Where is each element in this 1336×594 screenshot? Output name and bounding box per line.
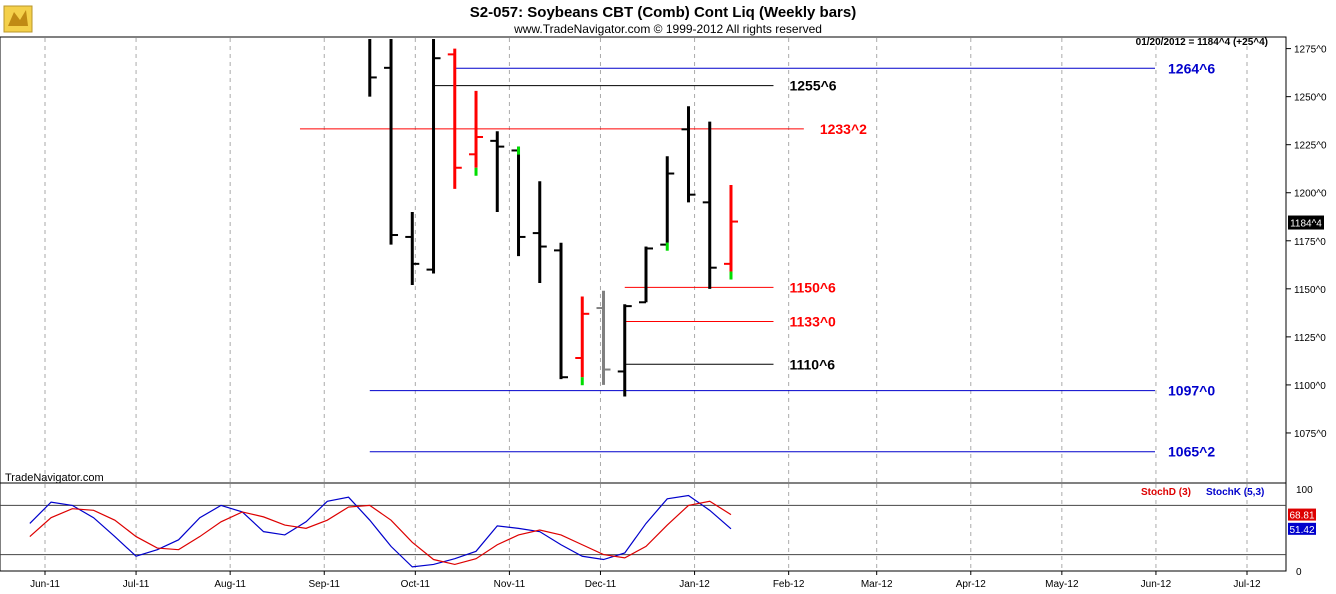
chart-title: S2-057: Soybeans CBT (Comb) Cont Liq (We… — [470, 4, 856, 21]
svg-text:1184^4: 1184^4 — [1290, 219, 1322, 230]
y-tick-label: 1175^0 — [1294, 237, 1326, 248]
last-price-marker: 1184^4 — [1288, 215, 1324, 230]
ohlc-bar — [405, 211, 420, 285]
level-label: 1133^0 — [789, 313, 836, 329]
x-tick-label: May-12 — [1045, 579, 1079, 590]
stoch-last-label: 51.42 — [1289, 525, 1314, 536]
y-tick-label: 1100^0 — [1294, 381, 1326, 392]
price-grid — [44, 38, 1248, 482]
x-tick-label: Apr-12 — [956, 579, 986, 590]
stoch-last-marker — [1288, 522, 1316, 535]
y-tick-label: 1150^0 — [1294, 285, 1326, 296]
ohlc-bar — [532, 181, 547, 284]
x-tick-label: Jan-12 — [679, 579, 710, 590]
x-tick-label: Sep-11 — [308, 579, 340, 590]
y-tick-label: 1075^0 — [1294, 429, 1327, 440]
ohlc-bar — [554, 242, 569, 380]
ohlc-bar — [723, 185, 738, 272]
trade-navigator-logo-icon — [3, 5, 33, 33]
ohlc-bar — [447, 48, 462, 189]
ohlc-bar — [639, 246, 653, 304]
level-label: 1065^2 — [1168, 444, 1215, 460]
y-tick-label: 1125^0 — [1294, 333, 1326, 344]
ohlc-bar — [368, 39, 377, 97]
stochastic-lines: 51.42 68.81 — [29, 494, 1316, 568]
x-tick-label: Aug-11 — [214, 579, 246, 590]
x-tick-label: Nov-11 — [494, 579, 526, 590]
date-axis: Jun-11 Jul-11 Aug-11 Sep-11 Oct-11 Nov-11 Dec-… — [30, 571, 1261, 590]
stochastic-panel — [0, 482, 1287, 572]
y-tick-label: 1225^0 — [1294, 141, 1327, 152]
ohlc-bar — [426, 39, 441, 274]
x-tick-label: Feb-12 — [773, 579, 805, 590]
y-tick-label: 1250^0 — [1294, 93, 1327, 104]
ohlc-bar — [469, 90, 484, 168]
brand-label: TradeNavigator.com — [5, 472, 104, 484]
level-label: 1150^6 — [789, 279, 836, 295]
ohlc-bar — [617, 304, 632, 397]
y-tick-label: 1200^0 — [1294, 189, 1327, 200]
support-resistance-levels: 1264^6 1255^6 1233^2 1150^6 1133^0 1110^6 1097… — [299, 60, 1215, 460]
ohlc-bar — [490, 131, 505, 212]
stoch-series-line — [29, 494, 732, 568]
price-axis: 1075^0 1100^0 1125^0 1150^0 1175^0 1200^0 1225… — [1286, 45, 1327, 440]
x-tick-label: Oct-11 — [401, 579, 431, 590]
ohlc-bars — [368, 39, 738, 397]
ohlc-bar — [511, 146, 526, 257]
ohlc-bar — [596, 290, 611, 385]
stoch-tick-label: 100 — [1296, 485, 1313, 496]
ohlc-bar — [681, 106, 696, 203]
x-tick-label: Jun-12 — [1141, 579, 1172, 590]
ohlc-bar — [575, 296, 590, 378]
copyright-text: www.TradeNavigator.com © 1999-2012 All r… — [513, 22, 822, 36]
stoch-last-marker — [1288, 508, 1316, 521]
level-label: 1255^6 — [789, 78, 836, 94]
stoch-series-line — [29, 500, 732, 566]
x-tick-label: Dec-11 — [585, 579, 617, 590]
price-panel — [0, 36, 1287, 484]
ohlc-bar — [660, 156, 675, 246]
legend-stochd: StochD (3) — [1141, 487, 1191, 498]
level-label: 1264^6 — [1168, 60, 1215, 76]
info-line: 01/20/2012 = 1184^4 (+25^4) — [1136, 37, 1268, 48]
x-tick-label: Jul-11 — [123, 579, 150, 590]
legend-stochk: StochK (5,3) — [1206, 487, 1264, 498]
ohlc-bar — [702, 121, 717, 289]
x-tick-label: Jun-11 — [30, 579, 60, 590]
ohlc-bar — [384, 39, 399, 245]
x-tick-label: Mar-12 — [861, 579, 893, 590]
y-tick-label: 1275^0 — [1294, 45, 1327, 56]
level-label: 1233^2 — [820, 121, 867, 137]
level-label: 1097^0 — [1168, 383, 1215, 399]
x-tick-label: Jul-12 — [1233, 579, 1261, 590]
stochastic-grid — [0, 484, 1286, 570]
stochastic-axis: 0 100 — [1296, 485, 1313, 578]
level-label: 1110^6 — [789, 356, 835, 372]
stoch-tick-label: 0 — [1296, 567, 1302, 578]
stoch-last-label: 68.81 — [1289, 511, 1314, 522]
